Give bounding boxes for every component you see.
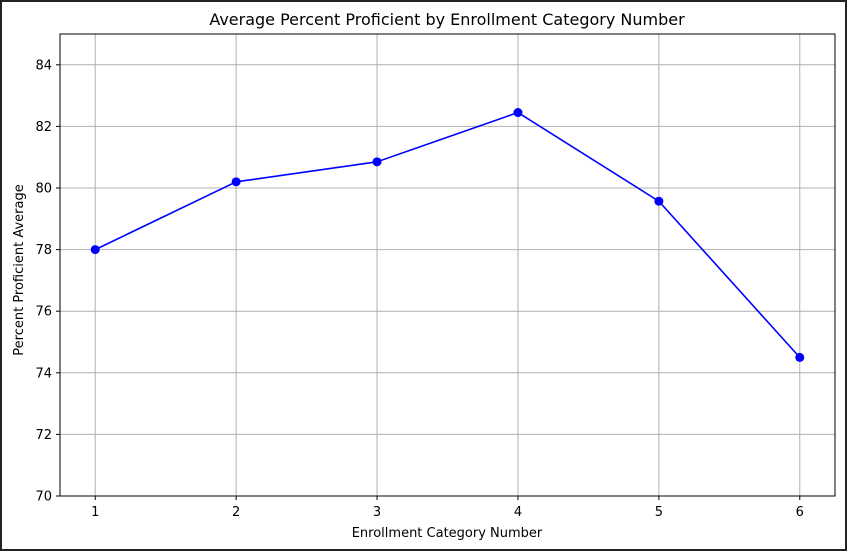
y-tick-label: 76 [35,305,52,320]
series-layer [90,108,805,362]
data-point-marker [231,177,241,187]
plot-background [60,34,835,496]
x-tick-label: 6 [796,505,804,520]
y-tick-label: 72 [35,428,52,443]
y-tick-label: 78 [35,243,52,258]
y-tick-label: 84 [35,58,52,73]
chart-title: Average Percent Proficient by Enrollment… [209,10,685,29]
plot-area-frame [59,33,836,497]
data-point-marker [654,196,664,206]
data-point-marker [513,108,523,118]
x-tick-label: 5 [655,505,663,520]
y-tick-label: 82 [35,120,52,135]
x-axis-label: Enrollment Category Number [352,526,543,541]
x-tick-label: 2 [232,505,240,520]
x-tick-label: 3 [373,505,381,520]
y-tick-label: 80 [35,182,52,197]
x-tick-label: 4 [514,505,522,520]
data-point-marker [90,245,100,255]
grid-lines [60,34,835,497]
data-point-marker [372,157,382,167]
axis-ticks: 1 2 3 4 5 6 70 72 74 76 78 80 82 84 [35,58,803,520]
y-axis-label: Percent Proficient Average [12,184,27,355]
y-tick-label: 74 [35,366,52,381]
x-tick-label: 1 [91,505,99,520]
series-line [94,111,801,358]
data-point-marker [795,352,805,362]
y-tick-label: 70 [35,490,52,505]
